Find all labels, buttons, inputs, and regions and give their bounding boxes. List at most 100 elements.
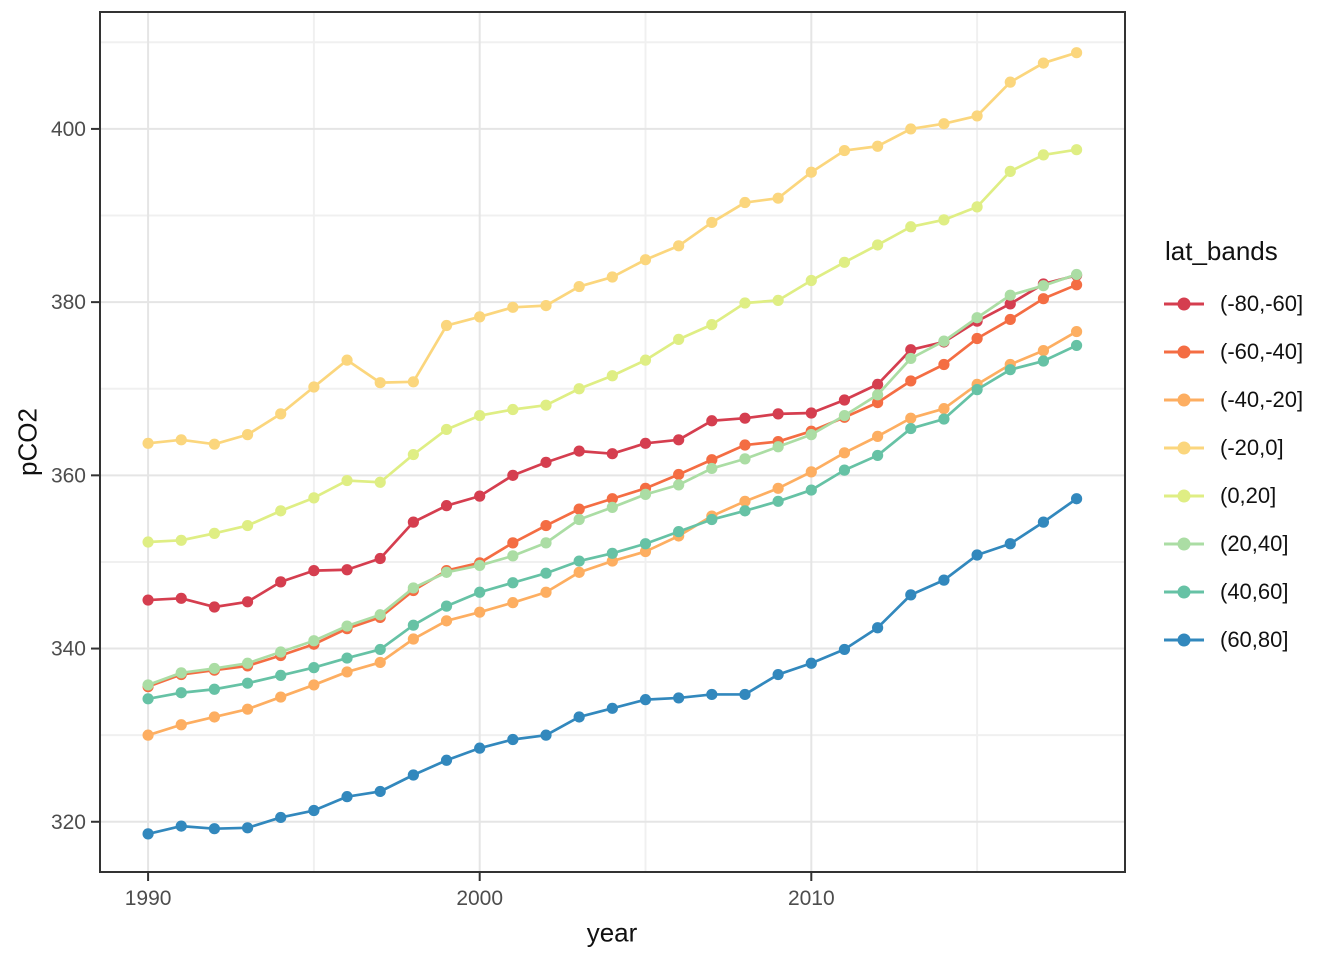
legend-label: (20,40] — [1220, 531, 1289, 556]
data-point — [241, 677, 254, 689]
data-point — [872, 396, 884, 409]
legend-label: (60,80] — [1220, 627, 1289, 652]
data-point — [407, 582, 419, 594]
data-point — [706, 513, 718, 526]
data-point — [606, 271, 618, 283]
data-point — [540, 299, 552, 312]
data-point — [905, 352, 917, 365]
data-point — [208, 711, 221, 723]
data-point — [208, 823, 221, 835]
data-point — [739, 505, 751, 517]
data-point — [772, 495, 784, 507]
data-point — [474, 311, 486, 323]
data-point — [706, 319, 718, 331]
data-point — [275, 669, 287, 682]
data-point — [971, 332, 983, 345]
data-point — [474, 586, 486, 598]
data-point — [308, 662, 320, 674]
data-point — [805, 657, 817, 669]
data-point — [241, 657, 254, 669]
data-point — [673, 434, 685, 446]
legend-key-icon — [1164, 393, 1204, 407]
legend-item: (20,40] — [1163, 520, 1303, 568]
legend-key-icon — [1164, 633, 1204, 647]
data-point — [407, 516, 419, 528]
data-point — [706, 462, 718, 475]
data-point — [1004, 538, 1016, 550]
data-point — [772, 441, 784, 453]
data-point — [1037, 355, 1050, 367]
legend-item: (-20,0] — [1163, 424, 1303, 472]
data-point — [1037, 345, 1050, 357]
data-point — [275, 646, 287, 658]
data-point — [1070, 144, 1083, 156]
data-point — [905, 589, 917, 601]
data-point — [905, 422, 917, 435]
data-point — [971, 549, 983, 561]
y-axis-title: pCO2 — [12, 408, 43, 476]
data-point — [1004, 165, 1016, 177]
legend-label: (-60,-40] — [1220, 339, 1304, 364]
data-point — [142, 729, 154, 741]
data-point — [573, 513, 585, 526]
data-point — [706, 454, 718, 466]
data-point — [208, 601, 221, 613]
data-point — [507, 550, 519, 562]
data-point — [872, 430, 884, 442]
data-point — [706, 415, 718, 427]
data-point — [706, 688, 718, 701]
data-point — [739, 412, 751, 424]
data-point — [739, 453, 751, 465]
data-point — [341, 354, 353, 366]
data-point — [241, 596, 254, 608]
data-point — [540, 537, 552, 549]
legend-key-icon — [1164, 297, 1204, 311]
legend-key-icon — [1164, 345, 1204, 359]
data-point — [938, 358, 950, 371]
data-point — [573, 383, 585, 395]
data-point — [739, 495, 751, 507]
x-tick-label: 2000 — [456, 887, 503, 910]
data-point — [838, 643, 851, 656]
data-point — [1070, 279, 1083, 291]
data-point — [971, 384, 983, 396]
data-point — [639, 545, 652, 558]
data-point — [1037, 293, 1050, 305]
data-point — [938, 335, 950, 347]
data-point — [507, 577, 519, 589]
data-point — [540, 519, 552, 532]
data-point — [838, 144, 851, 157]
x-tick-label: 2010 — [788, 887, 835, 910]
data-point — [573, 445, 585, 457]
data-point — [1004, 298, 1016, 310]
legend: lat_bands (-80,-60] (-60,-40] (-40,-20] (-2… — [1163, 236, 1303, 664]
data-point — [872, 449, 884, 462]
data-point — [175, 719, 187, 731]
panel-background — [100, 12, 1125, 872]
data-point — [606, 547, 618, 559]
data-point — [474, 742, 486, 754]
data-point — [772, 668, 784, 681]
data-point — [308, 492, 320, 504]
data-point — [540, 399, 552, 411]
data-point — [1004, 313, 1016, 326]
data-point — [739, 297, 751, 309]
data-point — [142, 594, 154, 606]
data-point — [805, 166, 817, 178]
legend-items: (-80,-60] (-60,-40] (-40,-20] (-20,0] (0,20]… — [1163, 280, 1303, 664]
data-point — [241, 519, 254, 532]
data-point — [175, 534, 187, 546]
data-point — [1070, 325, 1083, 338]
data-point — [938, 214, 950, 226]
data-point — [407, 633, 419, 645]
legend-label: (40,60] — [1220, 579, 1289, 604]
data-point — [1004, 289, 1016, 301]
data-point — [407, 619, 419, 631]
data-point — [1037, 280, 1050, 292]
data-point — [838, 256, 851, 268]
data-point — [341, 791, 353, 803]
data-point — [606, 448, 618, 460]
data-point — [275, 576, 287, 588]
data-point — [905, 375, 917, 387]
